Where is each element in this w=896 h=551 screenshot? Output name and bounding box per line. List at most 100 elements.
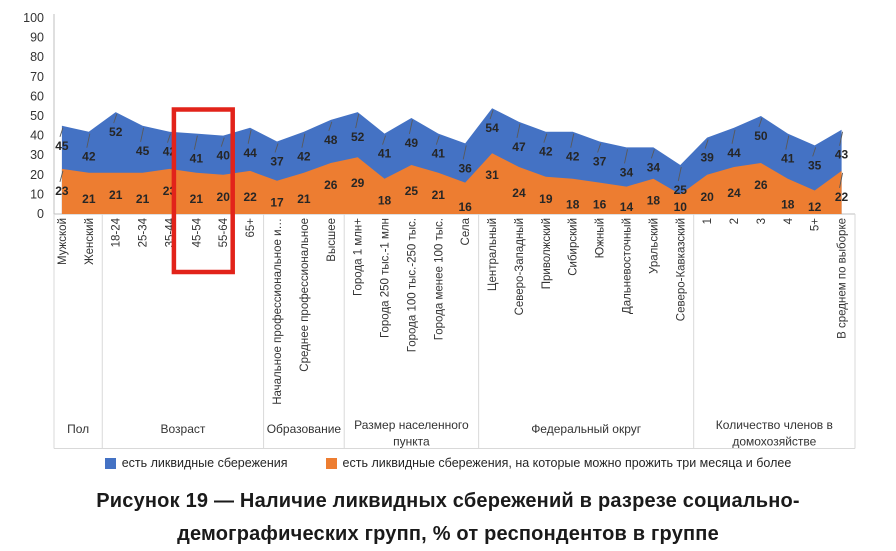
- data-label: 25: [674, 183, 688, 197]
- data-label: 29: [351, 176, 365, 190]
- data-label: 12: [808, 200, 822, 214]
- data-label: 18: [647, 194, 661, 208]
- label-leader-line: [839, 131, 843, 146]
- label-leader-line: [59, 127, 64, 137]
- y-axis-tick-label: 80: [30, 50, 44, 64]
- group-label: Возраст: [160, 422, 205, 436]
- data-label: 41: [781, 152, 795, 166]
- label-leader-line: [59, 170, 64, 183]
- data-label: 22: [835, 190, 849, 204]
- label-leader-line: [301, 133, 306, 148]
- label-leader-line: [731, 129, 736, 144]
- y-axis-tick-label: 100: [23, 11, 44, 25]
- data-label: 21: [82, 192, 96, 206]
- data-label: 42: [539, 145, 553, 159]
- legend-item-three-months-savings: есть ликвидные сбережения, на которые мо…: [325, 456, 792, 470]
- label-leader-line: [247, 129, 252, 144]
- data-label: 45: [55, 139, 69, 153]
- chart-legend: есть ликвидные сбережения есть ликвидные…: [0, 450, 896, 476]
- label-leader-line: [462, 145, 467, 160]
- category-label: Города 100 тыс.-250 тыс.: [406, 218, 418, 352]
- label-leader-line: [382, 135, 386, 145]
- group-label: Размер населенного: [354, 418, 469, 432]
- data-label: 54: [485, 121, 499, 135]
- category-label: 45-54: [191, 217, 203, 247]
- data-label: 41: [378, 147, 392, 161]
- figure-caption: Рисунок 19 — Наличие ликвидных сбережени…: [0, 485, 896, 551]
- y-axis-tick-label: 70: [30, 70, 44, 84]
- y-axis-tick-label: 40: [30, 129, 44, 143]
- category-label: Северо-Западный: [514, 218, 526, 315]
- data-label: 17: [270, 196, 284, 210]
- category-label: Женский: [84, 218, 96, 265]
- label-leader-line: [193, 135, 198, 150]
- data-label: 48: [324, 133, 338, 147]
- data-label: 34: [620, 165, 634, 179]
- label-leader-line: [785, 135, 790, 150]
- category-label: Города менее 100 тыс.: [433, 218, 445, 340]
- label-leader-line: [220, 137, 225, 147]
- label-leader-line: [758, 117, 763, 128]
- data-label: 26: [324, 178, 338, 192]
- label-leader-line: [86, 133, 91, 148]
- legend-swatch-orange-icon: [325, 457, 337, 469]
- data-label: 22: [243, 190, 257, 204]
- data-label: 37: [270, 154, 284, 168]
- category-label: Уральский: [648, 218, 660, 274]
- label-leader-line: [435, 135, 440, 145]
- data-label: 21: [297, 192, 311, 206]
- data-label: 21: [432, 188, 446, 202]
- label-leader-line: [704, 139, 709, 149]
- data-label: 52: [109, 125, 123, 139]
- series-area-three-months: [61, 153, 842, 214]
- category-label: 5+: [810, 218, 822, 231]
- data-label: 49: [405, 136, 419, 150]
- data-label: 42: [566, 150, 580, 164]
- label-leader-line: [355, 113, 360, 129]
- category-label: Города 1 млн+: [353, 218, 365, 296]
- label-leader-line: [839, 172, 843, 188]
- caption-line-1: Рисунок 19 — Наличие ликвидных сбережени…: [96, 490, 800, 512]
- data-label: 40: [217, 149, 231, 163]
- legend-label-three-months-savings: есть ликвидные сбережения, на которые мо…: [342, 456, 792, 470]
- category-label: 25-34: [138, 217, 150, 247]
- data-label: 42: [82, 150, 96, 164]
- y-axis-tick-label: 0: [37, 207, 44, 221]
- data-label: 14: [620, 200, 634, 214]
- group-label: Количество членов в: [716, 418, 833, 432]
- label-leader-line: [543, 133, 548, 143]
- category-label: Дальневосточный: [622, 218, 634, 314]
- category-label: Приволжский: [541, 218, 553, 289]
- y-axis-tick-label: 10: [30, 187, 44, 201]
- data-label: 26: [754, 178, 768, 192]
- label-leader-line: [516, 123, 521, 138]
- category-label: 65+: [245, 218, 257, 238]
- data-label: 16: [593, 198, 607, 212]
- data-label: 44: [727, 146, 741, 160]
- category-label: 55-64: [218, 217, 230, 247]
- data-label: 44: [243, 146, 257, 160]
- category-label: 4: [783, 217, 795, 224]
- data-label: 18: [378, 194, 392, 208]
- data-label: 20: [217, 190, 231, 204]
- data-label: 21: [109, 188, 123, 202]
- label-leader-line: [328, 121, 333, 132]
- data-label: 16: [459, 200, 473, 214]
- highlight-box: [171, 107, 235, 275]
- group-label: Пол: [67, 422, 89, 436]
- category-label: Среднее профессиональное: [299, 218, 311, 372]
- data-label: 43: [835, 148, 849, 162]
- category-label: Села: [460, 217, 472, 245]
- data-label: 24: [512, 186, 526, 200]
- category-label: 2: [729, 218, 741, 224]
- data-label: 52: [351, 130, 365, 144]
- data-label: 24: [727, 186, 741, 200]
- group-label: пункта: [393, 435, 430, 449]
- label-leader-line: [597, 143, 602, 153]
- data-label: 19: [539, 192, 553, 206]
- data-label: 36: [459, 161, 473, 175]
- data-label: 50: [754, 129, 768, 143]
- data-label: 41: [190, 152, 204, 166]
